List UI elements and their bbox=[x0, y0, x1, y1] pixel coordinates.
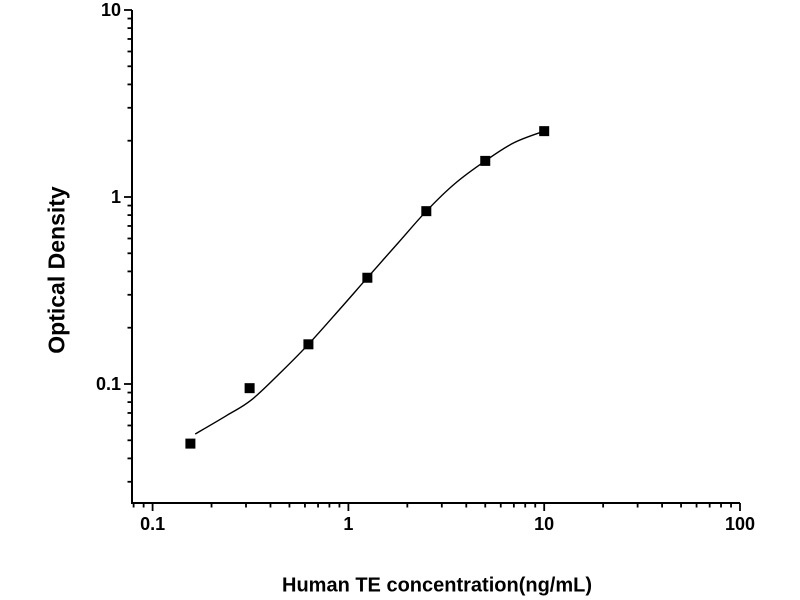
data-point-marker bbox=[480, 155, 491, 166]
data-point-marker bbox=[539, 126, 550, 137]
y-tick-label: 1 bbox=[111, 187, 121, 207]
data-point-marker bbox=[244, 383, 255, 394]
y-axis-title: Optical Density bbox=[43, 186, 70, 354]
data-point-marker bbox=[185, 438, 196, 449]
data-point-marker bbox=[303, 339, 314, 350]
data-point-marker bbox=[421, 206, 432, 217]
y-tick-label: 10 bbox=[101, 0, 121, 20]
x-tick-label: 0.1 bbox=[140, 514, 165, 534]
x-axis-title: Human TE concentration(ng/mL) bbox=[282, 574, 592, 597]
data-point-marker bbox=[362, 272, 373, 283]
y-tick-label: 0.1 bbox=[96, 374, 121, 394]
x-tick-label: 100 bbox=[725, 514, 755, 534]
x-tick-label: 1 bbox=[343, 514, 353, 534]
x-tick-label: 10 bbox=[534, 514, 554, 534]
axes-line bbox=[131, 10, 740, 504]
